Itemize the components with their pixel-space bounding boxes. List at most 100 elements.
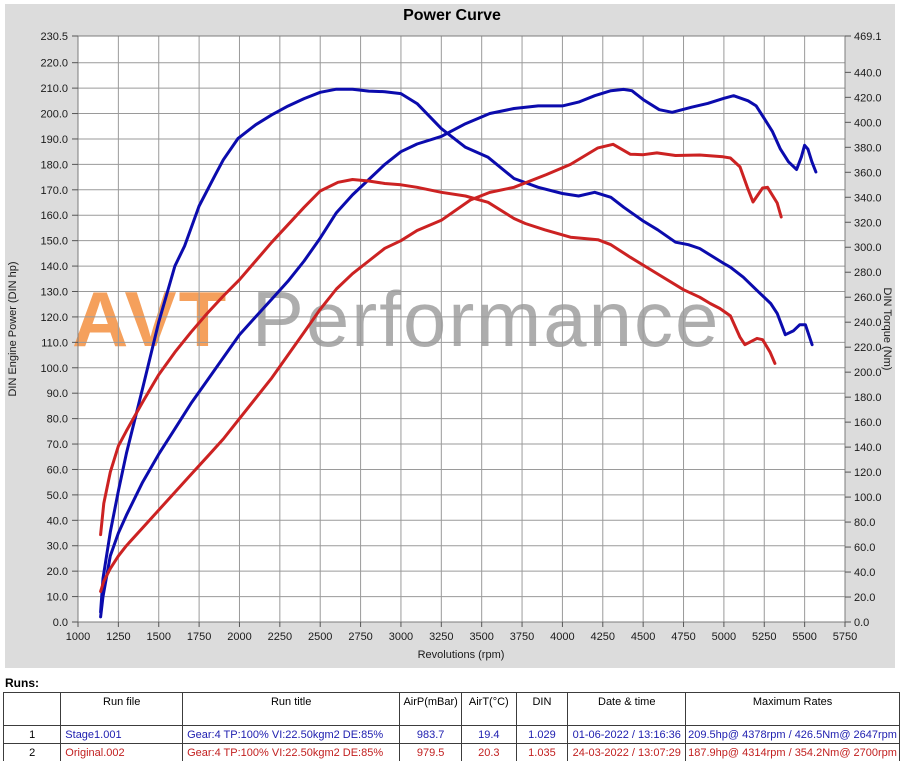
run-cell-run-title: Gear:4 TP:100% VI:22.50kgm2 DE:85% [182, 743, 401, 761]
x-tick-label: 5500 [792, 631, 816, 643]
left-tick-label: 180.0 [40, 159, 68, 171]
run-row[interactable]: 2 Original.002 Gear:4 TP:100% VI:22.50kgm2… [2, 743, 900, 761]
left-tick-label: 50.0 [47, 490, 68, 502]
column-header-airt-c-: AirT(°C) [461, 692, 517, 726]
x-tick-label: 1250 [106, 631, 130, 643]
power-curve-chart: AVT Performance 1000 1250 1500 1750 2000 2250 2… [5, 4, 895, 668]
column-header-run-title: Run title [182, 692, 401, 726]
right-tick-label: 160.0 [854, 417, 882, 429]
left-tick-label: 230.5 [40, 31, 68, 43]
run-cell-din: 1.029 [515, 725, 569, 744]
left-tick-label: 200.0 [40, 109, 68, 121]
curve-original-power-din-hp- [99, 142, 783, 593]
right-tick-label: 140.0 [854, 442, 882, 454]
x-tick-label: 3750 [510, 631, 534, 643]
right-tick-label: 469.1 [854, 31, 882, 43]
right-tick-label: 380.0 [854, 142, 882, 154]
watermark-avt: AVT [72, 275, 252, 363]
left-tick-label: 10.0 [47, 592, 68, 604]
column-header-airp-mbar-: AirP(mBar) [399, 692, 463, 726]
right-tick-label: 220.0 [854, 342, 882, 354]
x-tick-label: 2000 [227, 631, 251, 643]
column-header-date-time: Date & time [567, 692, 687, 726]
right-tick-label: 400.0 [854, 117, 882, 129]
run-row[interactable]: 1 Stage1.001 Gear:4 TP:100% VI:22.50kgm2 D… [2, 725, 900, 744]
x-tick-label: 5250 [752, 631, 776, 643]
left-tick-label: 20.0 [47, 566, 68, 578]
left-tick-label: 220.0 [40, 58, 68, 70]
x-tick-label: 2500 [308, 631, 332, 643]
x-tick-label: 4000 [550, 631, 574, 643]
runs-table-header-row: Run file Run title AirP(mBar) AirT(°C) DIN Da… [2, 692, 900, 726]
left-tick-label: 90.0 [47, 388, 68, 400]
run-cell-airp-mbar-: 979.5 [399, 743, 463, 761]
x-tick-label: 2750 [348, 631, 372, 643]
right-tick-label: 200.0 [854, 367, 882, 379]
left-tick-label: 160.0 [40, 210, 68, 222]
left-tick-label: 30.0 [47, 541, 68, 553]
runs-section-label: Runs: [5, 676, 39, 690]
column-header-run-file: Run file [60, 692, 184, 726]
x-tick-label: 5750 [833, 631, 857, 643]
x-tick-label: 5000 [712, 631, 736, 643]
run-cell-din: 1.035 [515, 743, 569, 761]
x-tick-label: 1750 [187, 631, 211, 643]
x-tick-label: 3250 [429, 631, 453, 643]
run-cell-date-time: 24-03-2022 / 13:07:29 [567, 743, 687, 761]
right-tick-label: 100.0 [854, 492, 882, 504]
run-cell-airt-c-: 19.4 [461, 725, 517, 744]
right-tick-label: 180.0 [854, 392, 882, 404]
run-cell-airt-c-: 20.3 [461, 743, 517, 761]
runs-table: Run file Run title AirP(mBar) AirT(°C) DIN Da… [2, 692, 900, 761]
right-axis-title: DIN Torque (Nm) [881, 288, 893, 371]
right-tick-label: 340.0 [854, 192, 882, 204]
curve-original-torque-nm- [99, 178, 777, 537]
run-row-number: 2 [2, 743, 62, 761]
left-tick-label: 140.0 [40, 261, 68, 273]
run-cell-airp-mbar-: 983.7 [399, 725, 463, 744]
left-tick-label: 210.0 [40, 83, 68, 95]
plot-area [78, 36, 845, 622]
column-header-row-number [2, 692, 62, 726]
run-cell-maximum-rates: 187.9hp@ 4314rpm / 354.2Nm@ 2700rpm [685, 743, 900, 761]
left-tick-label: 170.0 [40, 185, 68, 197]
left-tick-label: 110.0 [41, 337, 68, 349]
left-tick-label: 80.0 [47, 414, 68, 426]
x-tick-label: 3000 [389, 631, 413, 643]
column-header-maximum-rates: Maximum Rates [685, 692, 900, 726]
right-tick-label: 320.0 [854, 217, 882, 229]
x-tick-label: 1500 [146, 631, 170, 643]
x-tick-label: 4250 [591, 631, 615, 643]
run-cell-run-file: Original.002 [60, 743, 184, 761]
run-cell-run-file: Stage1.001 [60, 725, 184, 744]
run-cell-maximum-rates: 209.5hp@ 4378rpm / 426.5Nm@ 2647rpm [685, 725, 900, 744]
x-tick-label: 1000 [66, 631, 90, 643]
plot-border [77, 35, 846, 623]
chart-title: Power Curve [403, 7, 501, 24]
left-tick-label: 60.0 [47, 464, 68, 476]
run-cell-run-title: Gear:4 TP:100% VI:22.50kgm2 DE:85% [182, 725, 401, 744]
x-tick-label: 4500 [631, 631, 655, 643]
left-tick-label: 40.0 [47, 515, 68, 527]
right-tick-label: 420.0 [854, 92, 882, 104]
right-tick-label: 360.0 [854, 167, 882, 179]
runs-table-body: 1 Stage1.001 Gear:4 TP:100% VI:22.50kgm2 D… [2, 725, 900, 761]
run-cell-date-time: 01-06-2022 / 13:16:36 [567, 725, 687, 744]
left-axis-title: DIN Engine Power (DIN hp) [7, 261, 19, 396]
tick-marks [72, 35, 851, 627]
watermark-text: AVT Performance [72, 275, 720, 363]
right-tick-label: 0.0 [854, 617, 869, 629]
right-tick-label: 260.0 [854, 292, 882, 304]
run-row-number: 1 [2, 725, 62, 744]
left-tick-label: 100.0 [40, 363, 68, 375]
runs-table-head: Run file Run title AirP(mBar) AirT(°C) DIN Da… [2, 692, 900, 726]
x-tick-label: 4750 [671, 631, 695, 643]
right-tick-label: 80.0 [854, 517, 875, 529]
x-axis-title: Revolutions (rpm) [418, 649, 505, 661]
right-tick-label: 440.0 [854, 67, 882, 79]
x-tick-label: 2250 [268, 631, 292, 643]
left-tick-label: 0.0 [53, 617, 68, 629]
left-tick-label: 130.0 [40, 287, 68, 299]
left-tick-label: 190.0 [40, 134, 68, 146]
